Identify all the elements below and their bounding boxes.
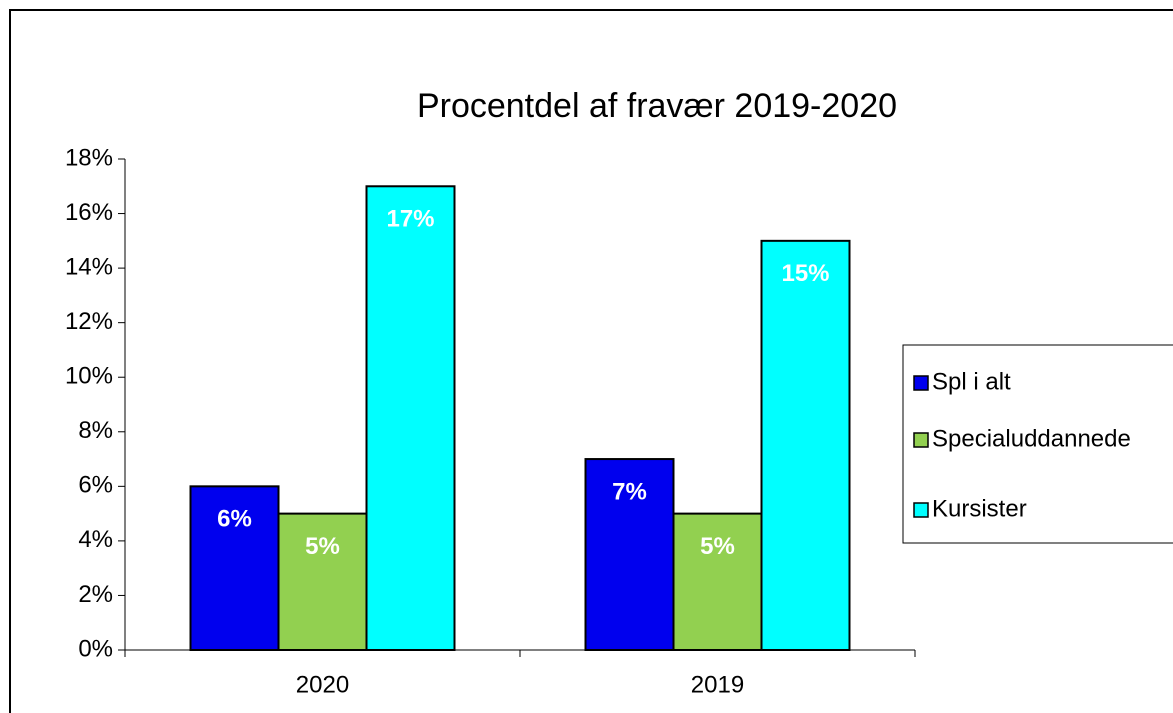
data-label: 5% bbox=[700, 533, 735, 560]
legend-swatch bbox=[913, 502, 929, 518]
x-tick-label: 2020 bbox=[296, 671, 349, 698]
legend-swatch bbox=[913, 375, 929, 391]
y-tick-label: 2% bbox=[78, 581, 113, 608]
legend-label: Kursister bbox=[932, 495, 1027, 522]
legend-box bbox=[902, 344, 1173, 544]
bar bbox=[189, 485, 280, 652]
legend-swatch bbox=[913, 432, 929, 448]
y-tick-label: 8% bbox=[78, 417, 113, 444]
data-label: 6% bbox=[217, 506, 252, 533]
chart-title: Procentdel af fravær 2019-2020 bbox=[417, 87, 897, 125]
y-tick-label: 0% bbox=[78, 635, 113, 662]
y-tick-label: 14% bbox=[65, 253, 113, 280]
y-tick-label: 12% bbox=[65, 308, 113, 335]
y-tick-label: 18% bbox=[65, 144, 113, 171]
legend-label: Specialuddannede bbox=[932, 425, 1131, 452]
x-tick-label: 2019 bbox=[691, 671, 744, 698]
legend-label: Spl i alt bbox=[932, 368, 1011, 395]
bar bbox=[365, 185, 456, 651]
data-label: 5% bbox=[305, 533, 340, 560]
data-label: 15% bbox=[781, 260, 829, 287]
bar bbox=[584, 458, 675, 651]
y-tick-label: 4% bbox=[78, 526, 113, 553]
y-tick-label: 6% bbox=[78, 472, 113, 499]
y-tick-label: 16% bbox=[65, 199, 113, 226]
data-label: 17% bbox=[386, 206, 434, 233]
bar bbox=[277, 512, 368, 651]
bar bbox=[760, 239, 851, 651]
bar bbox=[672, 512, 763, 651]
y-tick-label: 10% bbox=[65, 363, 113, 390]
data-label: 7% bbox=[612, 478, 647, 505]
